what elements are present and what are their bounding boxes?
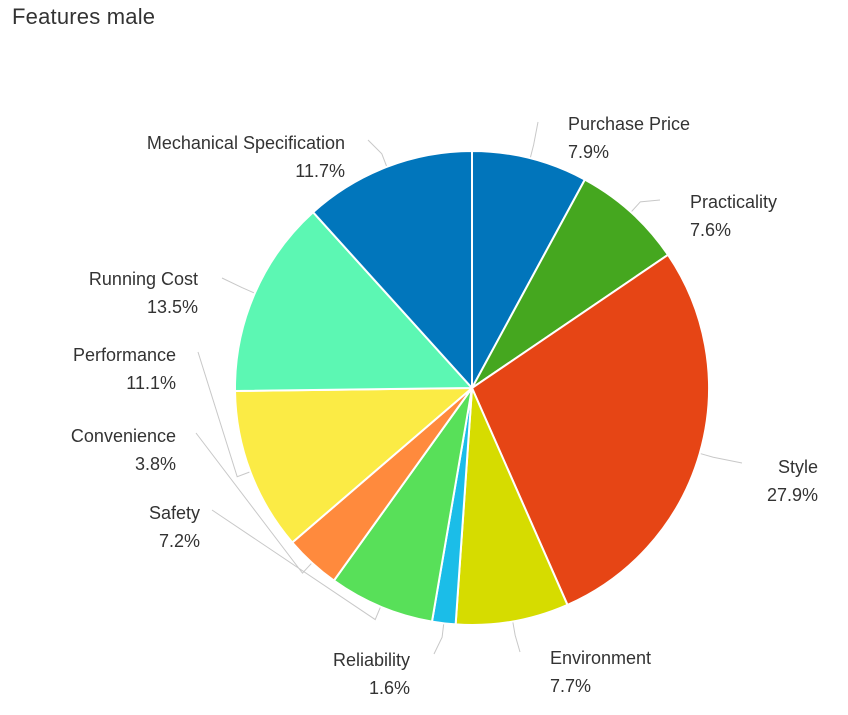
connector-purchase-price [529, 121, 539, 158]
label-value-mechanical-specification: 11.7% [295, 161, 345, 181]
label-value-environment: 7.7% [550, 676, 591, 696]
chart-title: Features male [12, 4, 156, 29]
slice-environment[interactable] [454, 387, 569, 626]
connector-practicality [631, 199, 661, 212]
connector-running-cost [221, 277, 255, 294]
label-name-purchase-price: Purchase Price [568, 114, 690, 134]
slice-safety[interactable] [332, 387, 473, 623]
pie-slices [234, 150, 710, 626]
connector-safety [211, 509, 381, 621]
label-value-performance: 11.1% [126, 373, 176, 393]
label-value-style: 27.9% [767, 485, 818, 505]
slice-running-cost[interactable] [234, 211, 473, 392]
label-value-safety: 7.2% [159, 531, 200, 551]
slice-performance[interactable] [234, 387, 473, 544]
label-name-performance: Performance [73, 345, 176, 365]
slice-mechanical-specification[interactable] [312, 150, 473, 389]
slice-purchase-price[interactable] [471, 150, 586, 389]
label-name-mechanical-specification: Mechanical Specification [147, 133, 345, 153]
connector-reliability [433, 624, 445, 655]
connector-style [700, 453, 743, 464]
slice-labels: Purchase Price 7.9% Practicality 7.6% Style 2… [71, 114, 818, 698]
connector-performance [197, 351, 250, 478]
connector-mechanical-specification [367, 139, 387, 167]
label-name-running-cost: Running Cost [89, 269, 198, 289]
label-value-purchase-price: 7.9% [568, 142, 609, 162]
label-value-reliability: 1.6% [369, 678, 410, 698]
label-name-convenience: Convenience [71, 426, 176, 446]
label-value-practicality: 7.6% [690, 220, 731, 240]
label-name-environment: Environment [550, 648, 651, 668]
connector-environment [512, 622, 521, 653]
label-value-convenience: 3.8% [135, 454, 176, 474]
label-connectors [195, 121, 743, 655]
label-value-running-cost: 13.5% [147, 297, 198, 317]
label-name-style: Style [778, 457, 818, 477]
label-name-practicality: Practicality [690, 192, 777, 212]
connector-convenience [195, 432, 312, 574]
slice-style[interactable] [471, 253, 710, 606]
label-name-safety: Safety [149, 503, 200, 523]
label-name-reliability: Reliability [333, 650, 410, 670]
slice-practicality[interactable] [471, 178, 670, 389]
